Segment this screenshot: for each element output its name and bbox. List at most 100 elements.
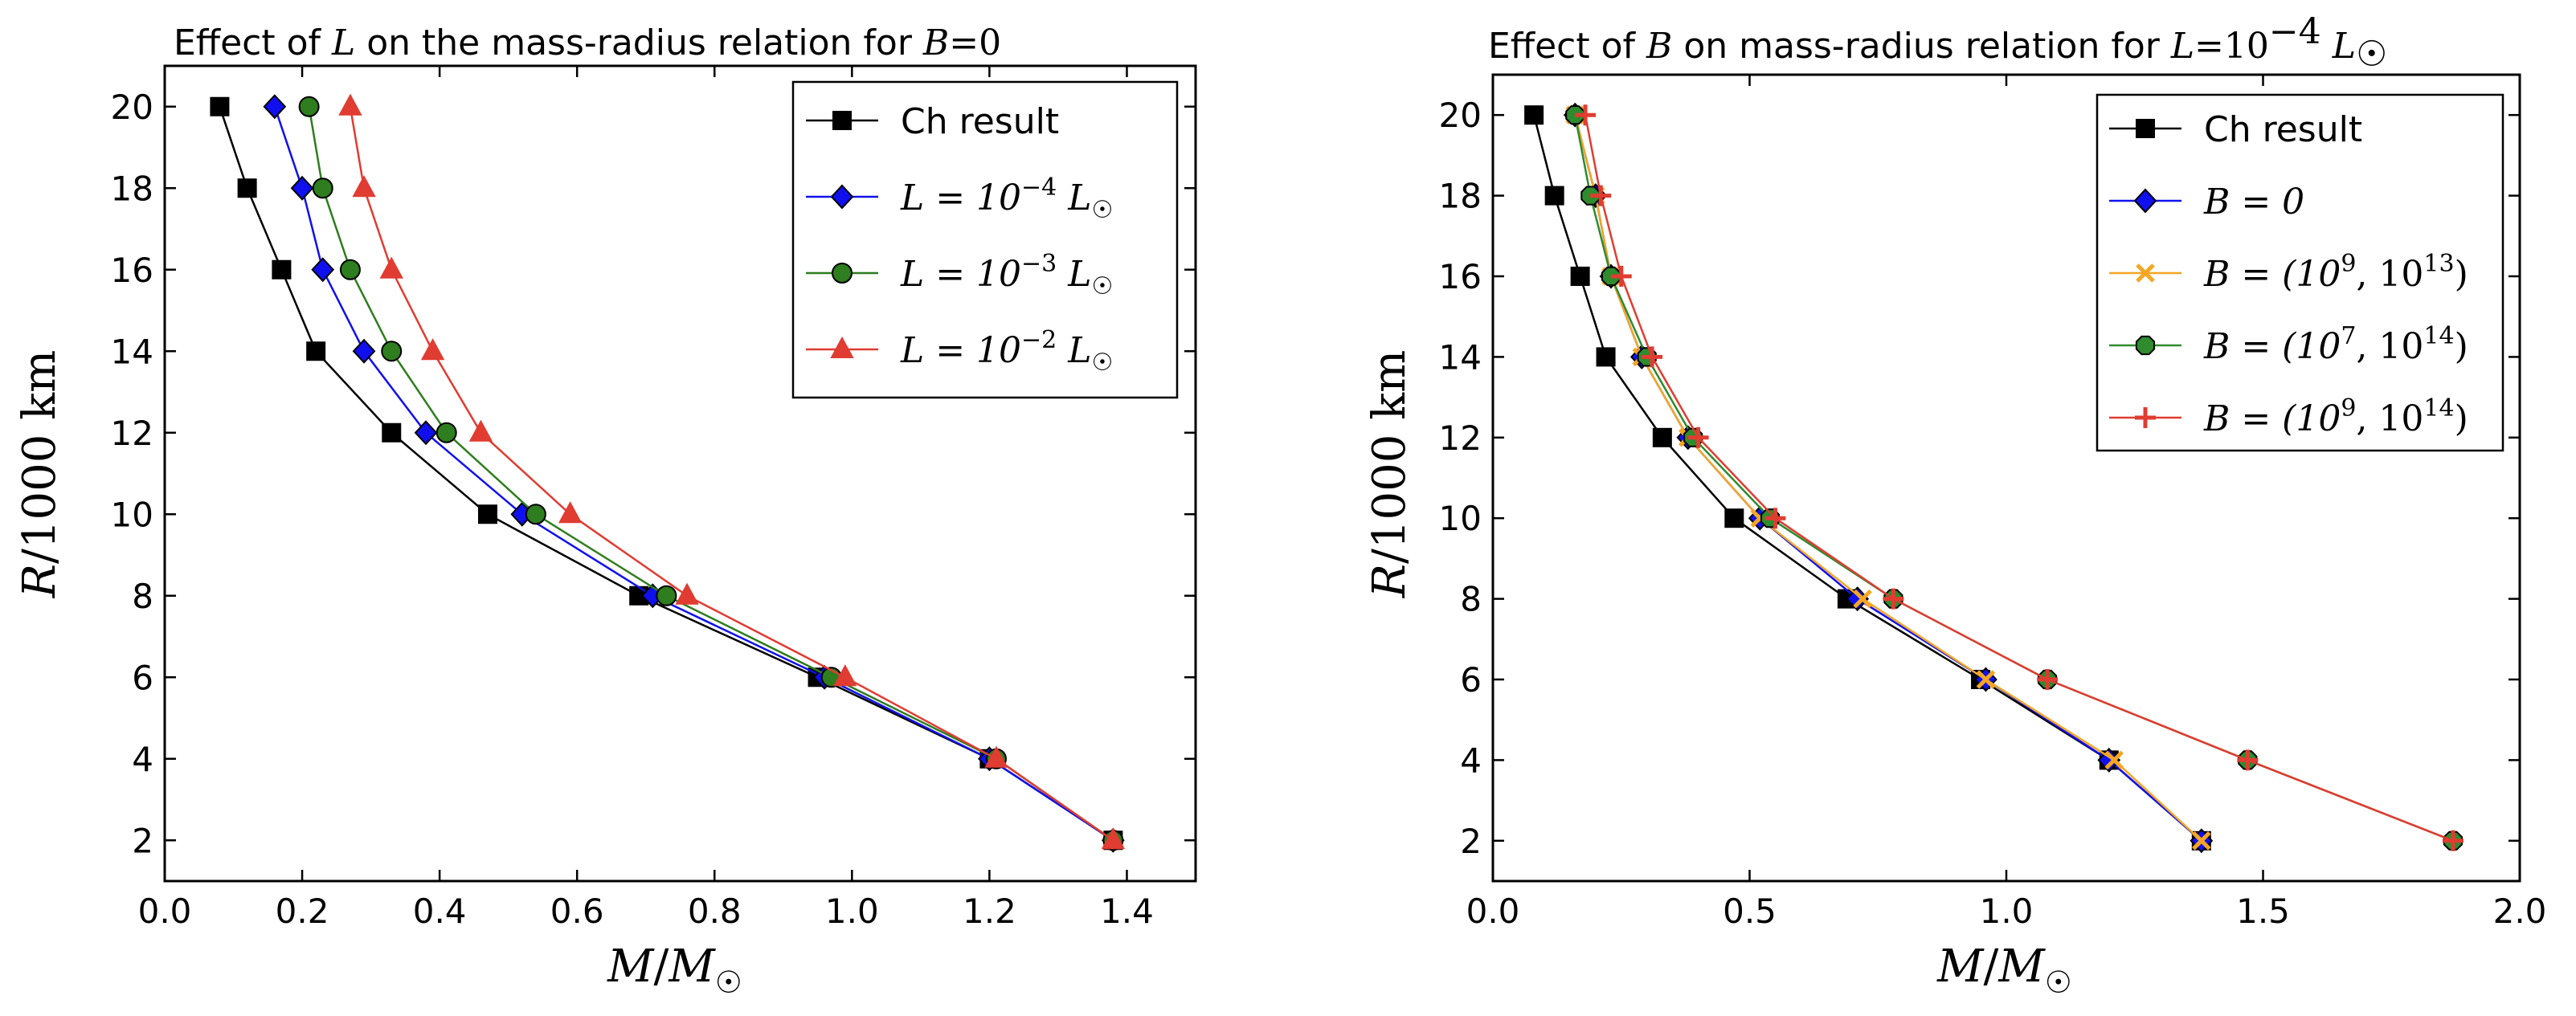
right-legend-label: B = (109, 1014) [2203, 394, 2468, 439]
left-data-point [352, 338, 376, 364]
left-data-point [656, 585, 677, 606]
right-legend-entry-ch-result: Ch result [2109, 109, 2362, 150]
left-series-line [308, 106, 1114, 842]
right-y-tick-label: 6 [1460, 660, 1482, 700]
right-series-line [1532, 114, 2202, 842]
right-legend-entry-b-10-9-10-14: B = (109, 1014) [2109, 394, 2468, 439]
left-data-point [525, 504, 546, 525]
left-data-point [306, 341, 326, 361]
chart-left: Effect of L on the mass-radius relation … [14, 22, 1197, 1000]
left-y-tick-label: 2 [132, 821, 153, 860]
left-legend-marker [832, 111, 852, 130]
right-data-point [1610, 266, 1632, 287]
left-legend-entry-ch-result: Ch result [806, 101, 1059, 142]
right-data-point [1883, 588, 1904, 610]
left-data-point [435, 422, 457, 443]
right-x-axis-label: M/M☉ [1936, 941, 2072, 1000]
left-x-tick-label: 0.6 [550, 892, 604, 931]
right-data-point [1570, 267, 1590, 286]
right-legend-entry-b-10-9-10-13: B = (109, 1013) [2109, 250, 2468, 295]
right-data-point [2442, 830, 2464, 851]
right-y-tick-label: 18 [1439, 177, 1482, 216]
left-data-point [352, 175, 376, 198]
left-data-point [558, 501, 583, 524]
left-data-point [414, 420, 438, 446]
left-data-point [382, 422, 402, 443]
right-legend-label: B = (109, 1013) [2203, 250, 2468, 295]
left-x-tick-label: 1.0 [825, 892, 879, 931]
left-data-point [379, 256, 403, 279]
left-y-tick-label: 18 [111, 169, 153, 208]
right-legend-marker [2135, 407, 2156, 428]
right-data-point [1590, 185, 1612, 206]
right-legend-label: B = 0 [2203, 182, 2304, 222]
right-y-tick-label: 2 [1460, 822, 1482, 861]
right-legend: Ch result B = 0 B = (109, 1013) B = (107, 1… [2096, 93, 2504, 452]
left-legend-entry-l-10-3-l: L = 10−3 L☉ [806, 250, 1113, 300]
left-legend-marker [832, 263, 853, 284]
right-x-tick-label: 2.0 [2493, 892, 2547, 931]
left-legend-box [791, 80, 1179, 399]
left-x-tick-label: 1.2 [963, 892, 1016, 931]
left-x-tick-label: 0.0 [138, 892, 192, 931]
left-data-point [311, 257, 335, 283]
right-y-tick-label: 16 [1439, 257, 1482, 296]
right-legend-entry-b-10-7-10-14: B = (107, 1014) [2109, 322, 2468, 367]
left-y-tick-label: 12 [111, 414, 153, 453]
left-y-tick-label: 16 [111, 251, 153, 290]
left-x-tick-label: 0.2 [276, 892, 329, 931]
left-data-point [298, 96, 320, 117]
left-y-tick-label: 6 [132, 658, 153, 697]
left-data-point [468, 419, 493, 442]
left-legend-entry-l-10-2-l: L = 10−2 L☉ [806, 326, 1113, 377]
left-x-tick-label: 0.4 [413, 892, 467, 931]
right-x-tick-label: 1.5 [2236, 892, 2290, 931]
chart-right-title: Effect of B on mass-radius relation for … [1488, 11, 2387, 75]
right-y-tick-label: 8 [1460, 580, 1482, 619]
left-data-point [339, 259, 361, 280]
left-series-line [273, 106, 1114, 842]
right-y-tick-label: 4 [1460, 741, 1482, 780]
right-data-point [2104, 750, 2124, 770]
left-series-group [210, 93, 1126, 853]
right-x-tick-label: 1.0 [1980, 892, 2034, 931]
left-legend-entry-l-10-4-l: L = 10−4 L☉ [806, 173, 1113, 224]
chart-left-title: Effect of L on the mass-radius relation … [174, 22, 1001, 63]
right-y-tick-label: 20 [1439, 96, 1482, 135]
right-legend-marker [2136, 263, 2155, 283]
left-data-point [272, 259, 292, 280]
right-legend-marker [2133, 188, 2157, 214]
right-legend-label: Ch result [2204, 109, 2362, 150]
left-data-point [1101, 827, 1126, 850]
left-series-ch-result [210, 96, 1123, 851]
left-data-point [420, 338, 445, 361]
right-data-point [1976, 670, 1996, 689]
left-data-point [833, 664, 857, 687]
right-y-tick-label: 10 [1439, 499, 1482, 538]
left-legend-label: L = 10−3 L☉ [900, 250, 1113, 300]
right-legend-marker [2135, 335, 2156, 356]
left-y-tick-label: 14 [111, 332, 153, 371]
right-data-point [1575, 104, 1597, 126]
left-series-line [349, 106, 1114, 842]
left-data-point [381, 341, 403, 362]
left-y-tick-label: 10 [111, 495, 153, 534]
left-data-point [263, 94, 287, 120]
left-legend-marker [830, 184, 854, 210]
left-axes-frame [163, 64, 1197, 883]
right-data-point [2192, 831, 2211, 851]
right-data-point [1853, 589, 1872, 609]
left-data-point [984, 745, 1008, 768]
left-data-point [478, 504, 498, 524]
left-legend-label: L = 10−4 L☉ [900, 173, 1113, 224]
left-x-tick-label: 1.4 [1100, 892, 1154, 931]
left-y-tick-label: 4 [132, 740, 153, 779]
left-x-tick-label: 0.8 [688, 892, 742, 931]
left-legend-label: L = 10−2 L☉ [900, 326, 1113, 377]
right-data-point [1724, 508, 1744, 528]
right-axis-ticks: 0.0 0.5 1.0 1.5 2.0 2 4 6 8 10 12 14 16 18 20 [1439, 75, 2547, 931]
right-y-tick-label: 14 [1439, 337, 1482, 377]
left-y-tick-label: 8 [132, 577, 153, 616]
left-data-point [290, 175, 314, 201]
